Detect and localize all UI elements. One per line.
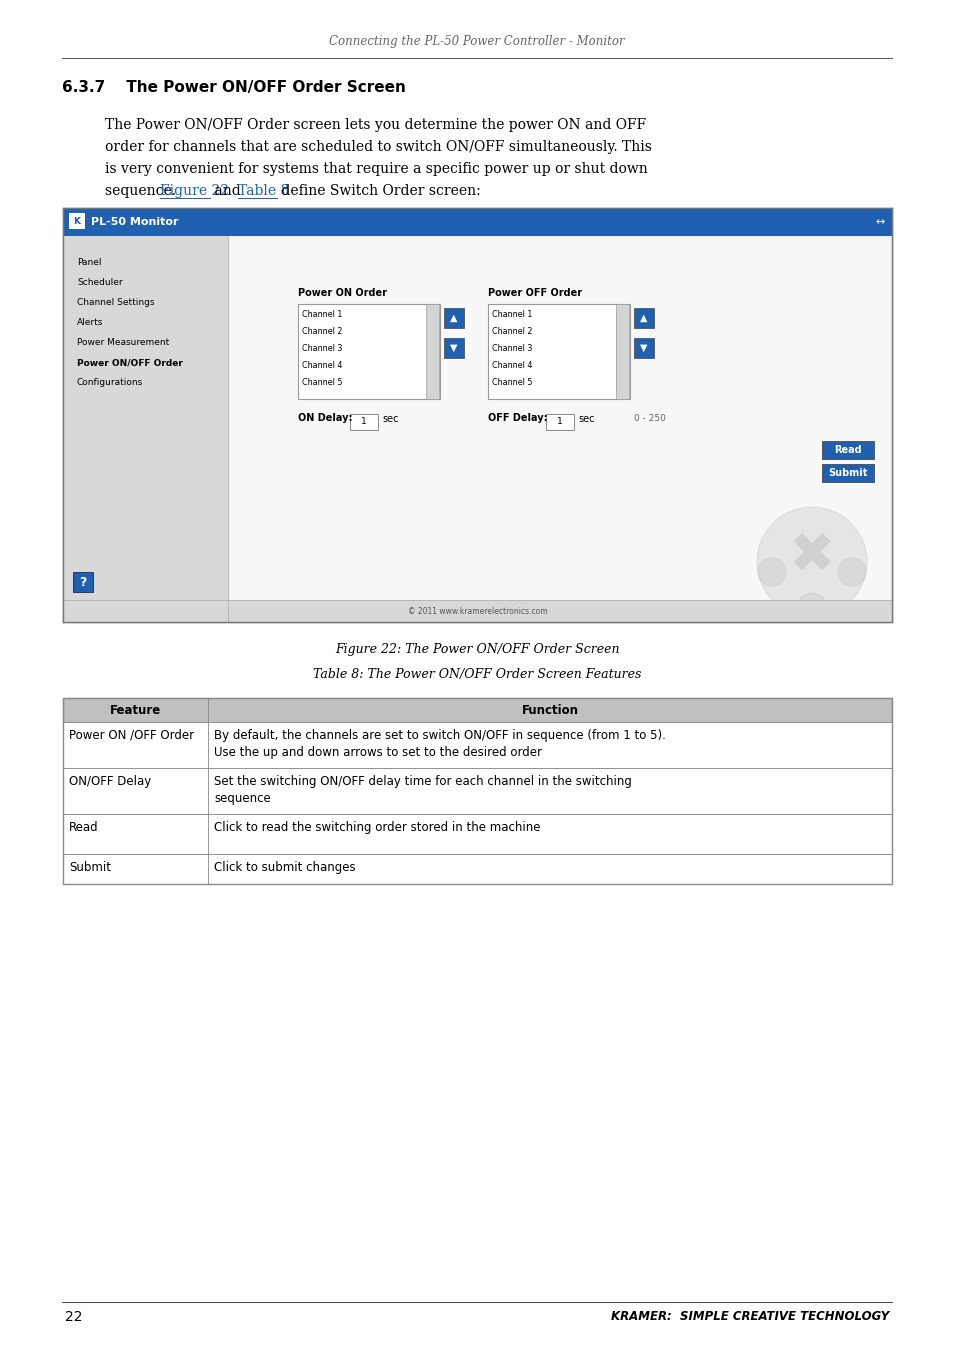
Text: Click to submit changes: Click to submit changes <box>213 861 355 873</box>
FancyBboxPatch shape <box>63 209 891 621</box>
FancyBboxPatch shape <box>634 307 654 328</box>
FancyBboxPatch shape <box>63 209 891 236</box>
FancyBboxPatch shape <box>488 305 629 399</box>
Circle shape <box>758 558 785 586</box>
FancyBboxPatch shape <box>63 236 228 621</box>
FancyBboxPatch shape <box>63 854 891 884</box>
Circle shape <box>837 558 865 586</box>
Text: ↔: ↔ <box>875 217 883 227</box>
Text: Power ON Order: Power ON Order <box>297 288 387 298</box>
Text: Table 8: Table 8 <box>238 184 289 198</box>
Text: 0 - 250: 0 - 250 <box>634 414 665 422</box>
Text: Channel 5: Channel 5 <box>492 378 532 387</box>
FancyBboxPatch shape <box>545 414 574 431</box>
FancyBboxPatch shape <box>616 305 628 399</box>
Text: Channel 4: Channel 4 <box>302 362 342 370</box>
FancyBboxPatch shape <box>230 238 889 620</box>
Text: Power Measurement: Power Measurement <box>77 338 169 347</box>
Text: sec: sec <box>578 414 594 424</box>
Text: ?: ? <box>79 575 87 589</box>
Text: Panel: Panel <box>77 259 101 267</box>
Text: Table 8: The Power ON/OFF Order Screen Features: Table 8: The Power ON/OFF Order Screen F… <box>313 668 640 681</box>
Text: Connecting the PL-50 Power Controller - Monitor: Connecting the PL-50 Power Controller - … <box>329 35 624 49</box>
Text: ON/OFF Delay: ON/OFF Delay <box>69 774 152 788</box>
Text: 1: 1 <box>361 417 367 427</box>
Text: sec: sec <box>381 414 398 424</box>
Text: sequence: sequence <box>213 792 271 806</box>
FancyBboxPatch shape <box>73 571 92 592</box>
Text: PL-50 Monitor: PL-50 Monitor <box>91 217 178 227</box>
FancyBboxPatch shape <box>426 305 438 399</box>
Text: ON Delay:: ON Delay: <box>297 413 352 422</box>
FancyBboxPatch shape <box>350 414 377 431</box>
Text: Read: Read <box>833 445 861 455</box>
Text: Figure 22: Figure 22 <box>160 184 230 198</box>
Text: Function: Function <box>521 704 578 716</box>
Text: Set the switching ON/OFF delay time for each channel in the switching: Set the switching ON/OFF delay time for … <box>213 774 631 788</box>
Text: Channel 4: Channel 4 <box>492 362 532 370</box>
Circle shape <box>797 593 825 621</box>
Circle shape <box>757 506 866 617</box>
Text: 1: 1 <box>557 417 562 427</box>
Text: ▼: ▼ <box>450 343 457 353</box>
FancyBboxPatch shape <box>634 338 654 357</box>
FancyBboxPatch shape <box>443 307 463 328</box>
Text: Figure 22: The Power ON/OFF Order Screen: Figure 22: The Power ON/OFF Order Screen <box>335 643 618 655</box>
FancyBboxPatch shape <box>297 305 439 399</box>
Text: Click to read the switching order stored in the machine: Click to read the switching order stored… <box>213 821 540 834</box>
Text: Configurations: Configurations <box>77 378 143 387</box>
Text: Use the up and down arrows to set to the desired order: Use the up and down arrows to set to the… <box>213 746 541 760</box>
Text: © 2011 www.kramerelectronics.com: © 2011 www.kramerelectronics.com <box>407 608 547 616</box>
Text: Submit: Submit <box>69 861 111 873</box>
Text: and: and <box>211 184 245 198</box>
Text: Feature: Feature <box>110 704 161 716</box>
Text: order for channels that are scheduled to switch ON/OFF simultaneously. This: order for channels that are scheduled to… <box>105 139 651 154</box>
Text: OFF Delay:: OFF Delay: <box>488 413 547 422</box>
FancyBboxPatch shape <box>63 722 891 768</box>
FancyBboxPatch shape <box>69 213 85 229</box>
FancyBboxPatch shape <box>228 236 891 621</box>
Text: Power ON/OFF Order: Power ON/OFF Order <box>77 357 183 367</box>
Text: ▲: ▲ <box>639 313 647 324</box>
Text: Channel 1: Channel 1 <box>302 310 342 320</box>
FancyBboxPatch shape <box>443 338 463 357</box>
FancyBboxPatch shape <box>63 600 891 621</box>
Text: Channel 2: Channel 2 <box>492 328 532 336</box>
Text: ✖: ✖ <box>788 529 835 584</box>
Text: By default, the channels are set to switch ON/OFF in sequence (from 1 to 5).: By default, the channels are set to swit… <box>213 728 665 742</box>
Text: Submit: Submit <box>827 468 867 478</box>
Text: Power ON /OFF Order: Power ON /OFF Order <box>69 728 193 742</box>
Text: KRAMER:  SIMPLE CREATIVE TECHNOLOGY: KRAMER: SIMPLE CREATIVE TECHNOLOGY <box>610 1311 888 1323</box>
Text: Alerts: Alerts <box>77 318 103 328</box>
Text: Channel 3: Channel 3 <box>492 344 532 353</box>
Text: Channel 3: Channel 3 <box>302 344 342 353</box>
Text: The Power ON/OFF Order screen lets you determine the power ON and OFF: The Power ON/OFF Order screen lets you d… <box>105 118 645 131</box>
Text: is very convenient for systems that require a specific power up or shut down: is very convenient for systems that requ… <box>105 162 647 176</box>
Text: Channel 5: Channel 5 <box>302 378 342 387</box>
Text: Channel 1: Channel 1 <box>492 310 532 320</box>
Text: 6.3.7    The Power ON/OFF Order Screen: 6.3.7 The Power ON/OFF Order Screen <box>62 80 405 95</box>
FancyBboxPatch shape <box>821 441 873 459</box>
Text: K: K <box>73 217 80 226</box>
FancyBboxPatch shape <box>63 814 891 854</box>
Text: Read: Read <box>69 821 98 834</box>
Text: Power OFF Order: Power OFF Order <box>488 288 581 298</box>
FancyBboxPatch shape <box>63 768 891 814</box>
Text: Channel 2: Channel 2 <box>302 328 342 336</box>
Text: define Switch Order screen:: define Switch Order screen: <box>276 184 480 198</box>
Text: ▼: ▼ <box>639 343 647 353</box>
Text: sequence.: sequence. <box>105 184 180 198</box>
FancyBboxPatch shape <box>63 699 891 722</box>
FancyBboxPatch shape <box>821 464 873 482</box>
Text: Channel Settings: Channel Settings <box>77 298 154 307</box>
Text: ▲: ▲ <box>450 313 457 324</box>
Text: 22: 22 <box>65 1311 82 1324</box>
Text: Scheduler: Scheduler <box>77 278 123 287</box>
